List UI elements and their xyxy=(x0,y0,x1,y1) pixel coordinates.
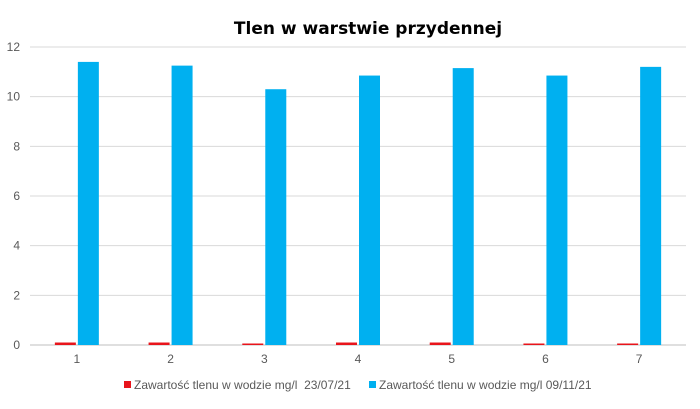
bar-series1-7 xyxy=(617,343,639,345)
bar-series1-4 xyxy=(336,342,357,345)
y-tick-label: 6 xyxy=(13,189,20,203)
y-tick-label: 4 xyxy=(13,239,20,253)
chart-title: Tlen w warstwie przydennej xyxy=(234,19,502,39)
bars xyxy=(54,61,662,346)
legend-label: Zawartość tlenu w wodzie mg/l 09/11/21 xyxy=(379,378,592,392)
bar-series2-4 xyxy=(359,75,380,345)
bar-series1-3 xyxy=(242,343,264,345)
x-tick-label: 4 xyxy=(355,352,362,366)
y-tick-label: 10 xyxy=(7,90,21,104)
x-tick-label: 3 xyxy=(261,352,268,366)
bar-series1-6 xyxy=(523,343,545,345)
legend-label: Zawartość tlenu w wodzie mg/l 23/07/21 xyxy=(134,378,351,392)
bar-series2-7 xyxy=(640,66,662,345)
legend-swatch xyxy=(124,381,131,388)
bar-series1-2 xyxy=(148,342,170,345)
bar-series2-5 xyxy=(452,68,474,345)
gridlines xyxy=(30,46,686,346)
bar-series2-1 xyxy=(77,61,99,346)
x-tick-label: 1 xyxy=(74,352,81,366)
bar-series2-6 xyxy=(546,75,568,345)
y-tick-label: 2 xyxy=(13,288,20,302)
x-tick-label: 6 xyxy=(542,352,549,366)
x-tick-label: 7 xyxy=(636,352,643,366)
x-tick-label: 2 xyxy=(167,352,174,366)
y-tick-label: 0 xyxy=(13,338,20,352)
bar-series2-3 xyxy=(265,89,287,345)
legend: Zawartość tlenu w wodzie mg/l 23/07/21 Za… xyxy=(124,378,592,392)
x-axis-ticks: 1 2 3 4 5 6 7 xyxy=(74,352,643,366)
y-tick-label: 8 xyxy=(13,139,20,153)
bar-series2-2 xyxy=(171,65,193,345)
bar-series1-1 xyxy=(54,342,76,345)
y-tick-label: 12 xyxy=(7,40,21,54)
legend-swatch xyxy=(369,381,376,388)
x-tick-label: 5 xyxy=(448,352,455,366)
bar-series1-5 xyxy=(429,342,451,345)
y-axis-ticks: 0 2 4 6 8 10 12 xyxy=(7,40,21,352)
